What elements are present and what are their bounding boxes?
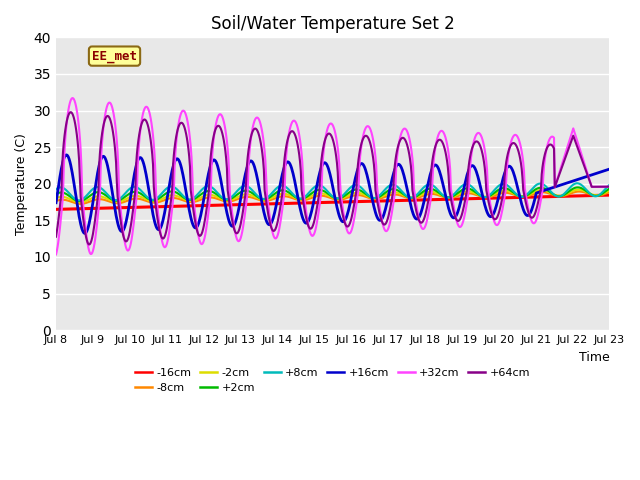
Line: -8cm: -8cm [56,192,609,204]
+2cm [76,198,84,204]
+64cm [206,163,214,168]
-16cm [400,197,408,203]
+2cm [52,191,60,197]
+32cm [62,126,70,132]
+2cm [120,195,127,201]
+64cm [67,109,74,115]
-16cm [605,192,613,198]
-8cm [205,194,213,200]
+16cm [52,200,60,205]
-16cm [175,204,183,209]
+64cm [418,220,426,226]
+32cm [176,114,184,120]
+16cm [402,179,410,185]
-2cm [417,192,425,198]
+2cm [205,188,213,194]
-8cm [52,198,60,204]
+64cm [62,122,70,128]
+64cm [605,184,613,190]
+8cm [401,192,408,197]
+8cm [573,180,581,186]
+16cm [62,152,70,158]
+64cm [121,237,129,242]
Title: Soil/Water Temperature Set 2: Soil/Water Temperature Set 2 [211,15,454,33]
+2cm [574,184,582,190]
+64cm [177,120,184,126]
-2cm [52,195,60,201]
Line: +2cm: +2cm [56,187,609,201]
Line: +64cm: +64cm [56,112,609,244]
+8cm [76,197,83,203]
Legend: -16cm, -8cm, -2cm, +2cm, +8cm, +16cm, +32cm, +64cm: -16cm, -8cm, -2cm, +2cm, +8cm, +16cm, +3… [131,363,534,398]
X-axis label: Time: Time [579,350,609,363]
Text: EE_met: EE_met [92,49,137,62]
+16cm [177,162,184,168]
+32cm [417,223,425,229]
-2cm [120,197,127,203]
+8cm [205,183,213,189]
-8cm [77,201,84,207]
+32cm [205,203,213,209]
-8cm [417,194,425,200]
-2cm [605,188,613,193]
-8cm [120,199,127,205]
-2cm [76,200,84,205]
-8cm [62,197,70,203]
+64cm [52,234,60,240]
+64cm [85,241,93,247]
+16cm [81,230,88,236]
+32cm [120,233,127,239]
+64cm [402,138,410,144]
+2cm [176,192,184,198]
Line: +32cm: +32cm [56,98,609,254]
+8cm [417,188,425,193]
-8cm [575,189,583,194]
+16cm [121,225,129,230]
+32cm [52,252,60,257]
+16cm [605,166,613,172]
-2cm [205,192,213,198]
-8cm [176,196,184,202]
Line: +16cm: +16cm [56,155,609,233]
Line: -2cm: -2cm [56,190,609,203]
-16cm [119,205,127,211]
+8cm [62,187,70,193]
-2cm [401,193,408,199]
-16cm [62,206,70,212]
-2cm [176,194,184,200]
+8cm [176,190,184,195]
+8cm [605,182,613,188]
-2cm [62,195,70,201]
-16cm [416,197,424,203]
+32cm [605,184,613,190]
+8cm [52,186,60,192]
Line: -16cm: -16cm [56,195,609,209]
+2cm [62,191,70,197]
-8cm [605,189,613,195]
+16cm [206,165,214,170]
Line: +8cm: +8cm [56,183,609,200]
+32cm [68,95,76,101]
-16cm [205,203,212,208]
+16cm [63,152,70,158]
+8cm [120,192,127,198]
Y-axis label: Temperature (C): Temperature (C) [15,133,28,235]
-8cm [401,194,408,200]
+16cm [418,208,426,214]
+2cm [417,191,425,196]
-2cm [575,187,582,192]
+2cm [605,186,613,192]
+32cm [401,126,408,132]
+2cm [401,192,408,198]
-16cm [52,206,60,212]
